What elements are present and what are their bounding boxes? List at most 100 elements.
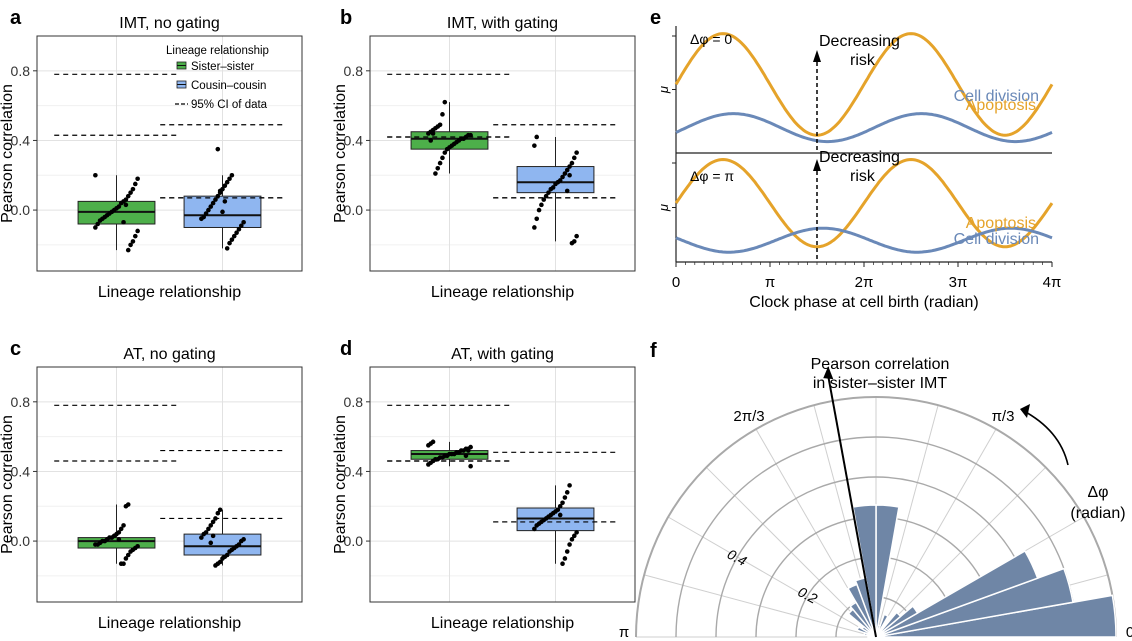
panel-c: c AT, no gating 0.0 0.4 0.8 Pearson correlati… (0, 338, 303, 632)
data-point (222, 183, 228, 189)
y-axis-label: Pearson correlation (0, 415, 16, 554)
y-tick-label: 0.4 (344, 463, 364, 479)
group-sister-sister (387, 404, 512, 469)
polar-bar (875, 549, 1039, 638)
data-point (571, 533, 577, 539)
panel-title: AT, with gating (451, 346, 554, 363)
data-point (222, 199, 228, 204)
x-tick-label: π (765, 274, 775, 291)
data-point (539, 202, 544, 208)
x-axis-label: Lineage relationship (431, 284, 574, 301)
data-point (132, 233, 138, 239)
panel-title: AT, no gating (123, 346, 215, 363)
data-point (206, 526, 211, 532)
delta-arrow-head (1020, 404, 1030, 418)
data-point (123, 556, 129, 561)
data-point (93, 225, 98, 230)
polar-bar (875, 605, 919, 638)
data-point (534, 216, 540, 222)
data-point (229, 172, 235, 178)
data-point (564, 490, 570, 495)
data-point (215, 193, 221, 199)
data-point (121, 523, 126, 528)
y-tick-label: 0.0 (344, 533, 364, 549)
polar-panel-f: f 0 π/3 2π/3 π 0.2 0.4 Pearson correlation in si… (619, 340, 1132, 641)
data-point (435, 165, 441, 171)
legend-title: Lineage relationship (166, 45, 269, 57)
plot-border (36, 35, 303, 272)
data-point (564, 167, 570, 173)
group-sister-sister (387, 73, 512, 176)
data-point (227, 240, 232, 246)
data-point (562, 171, 568, 176)
angle-label: π (619, 624, 629, 641)
cell-division-curve (675, 226, 1053, 254)
data-point (125, 552, 131, 558)
y-tick-label: 0.8 (11, 63, 31, 79)
data-point (534, 523, 540, 528)
decreasing-label: Decreasing (819, 149, 900, 166)
data-point (571, 155, 577, 161)
x-tick-label: 2π (855, 274, 874, 291)
x-axis-label: Lineage relationship (431, 615, 574, 632)
y-tick-label: 0.0 (11, 202, 31, 218)
data-point (220, 556, 225, 561)
panel-letter-a: a (10, 7, 22, 29)
data-point (213, 197, 218, 202)
delta-arrow (1021, 409, 1069, 466)
data-point (574, 530, 579, 535)
data-point (546, 190, 551, 195)
angle-label: 0 (1126, 624, 1132, 641)
data-point (123, 202, 129, 208)
data-point (128, 549, 133, 554)
box (516, 166, 595, 194)
data-point (437, 160, 443, 166)
data-point (210, 200, 216, 206)
data-point (130, 239, 136, 244)
data-point (208, 523, 214, 528)
data-point (548, 186, 554, 192)
plot-border (369, 366, 636, 603)
data-point (557, 512, 563, 518)
plot-border (36, 366, 303, 603)
data-point (468, 463, 473, 469)
data-point (231, 233, 237, 239)
data-point (560, 561, 565, 567)
panel-letter-e: e (650, 7, 661, 29)
panel-letter-f: f (650, 340, 657, 362)
data-point (532, 225, 537, 230)
data-point (210, 533, 216, 539)
panel-letter-b: b (340, 7, 352, 29)
data-point (444, 146, 450, 152)
data-point (217, 188, 223, 194)
data-point (567, 164, 572, 169)
data-point (534, 134, 540, 140)
data-point (442, 99, 448, 105)
data-point (93, 542, 98, 547)
data-point (135, 228, 140, 234)
data-point (128, 190, 133, 195)
apoptosis-curve (674, 157, 1054, 249)
data-point (121, 219, 126, 225)
data-point (440, 112, 445, 117)
arrow-head (813, 50, 821, 62)
group-sister-sister (54, 73, 179, 253)
x-axis-label: Lineage relationship (98, 615, 241, 632)
data-point (426, 462, 431, 467)
polar-bar (875, 567, 1074, 638)
data-point (557, 503, 563, 509)
radial-label: 0.4 (725, 546, 750, 569)
data-point (564, 549, 570, 554)
data-point (118, 561, 124, 567)
y-axis-label: Pearson correlation (0, 84, 16, 223)
panel-b: b IMT, with gating 0.0 0.4 0.8 Pearson correl… (332, 7, 636, 301)
data-point (118, 200, 124, 206)
x-tick-label: 4π (1043, 274, 1062, 291)
data-point (569, 537, 575, 542)
legend-item-label: 95% CI of data (191, 99, 268, 111)
panel-title: IMT, with gating (447, 15, 558, 32)
radial-label: 0.2 (795, 583, 820, 606)
data-point (95, 221, 101, 227)
